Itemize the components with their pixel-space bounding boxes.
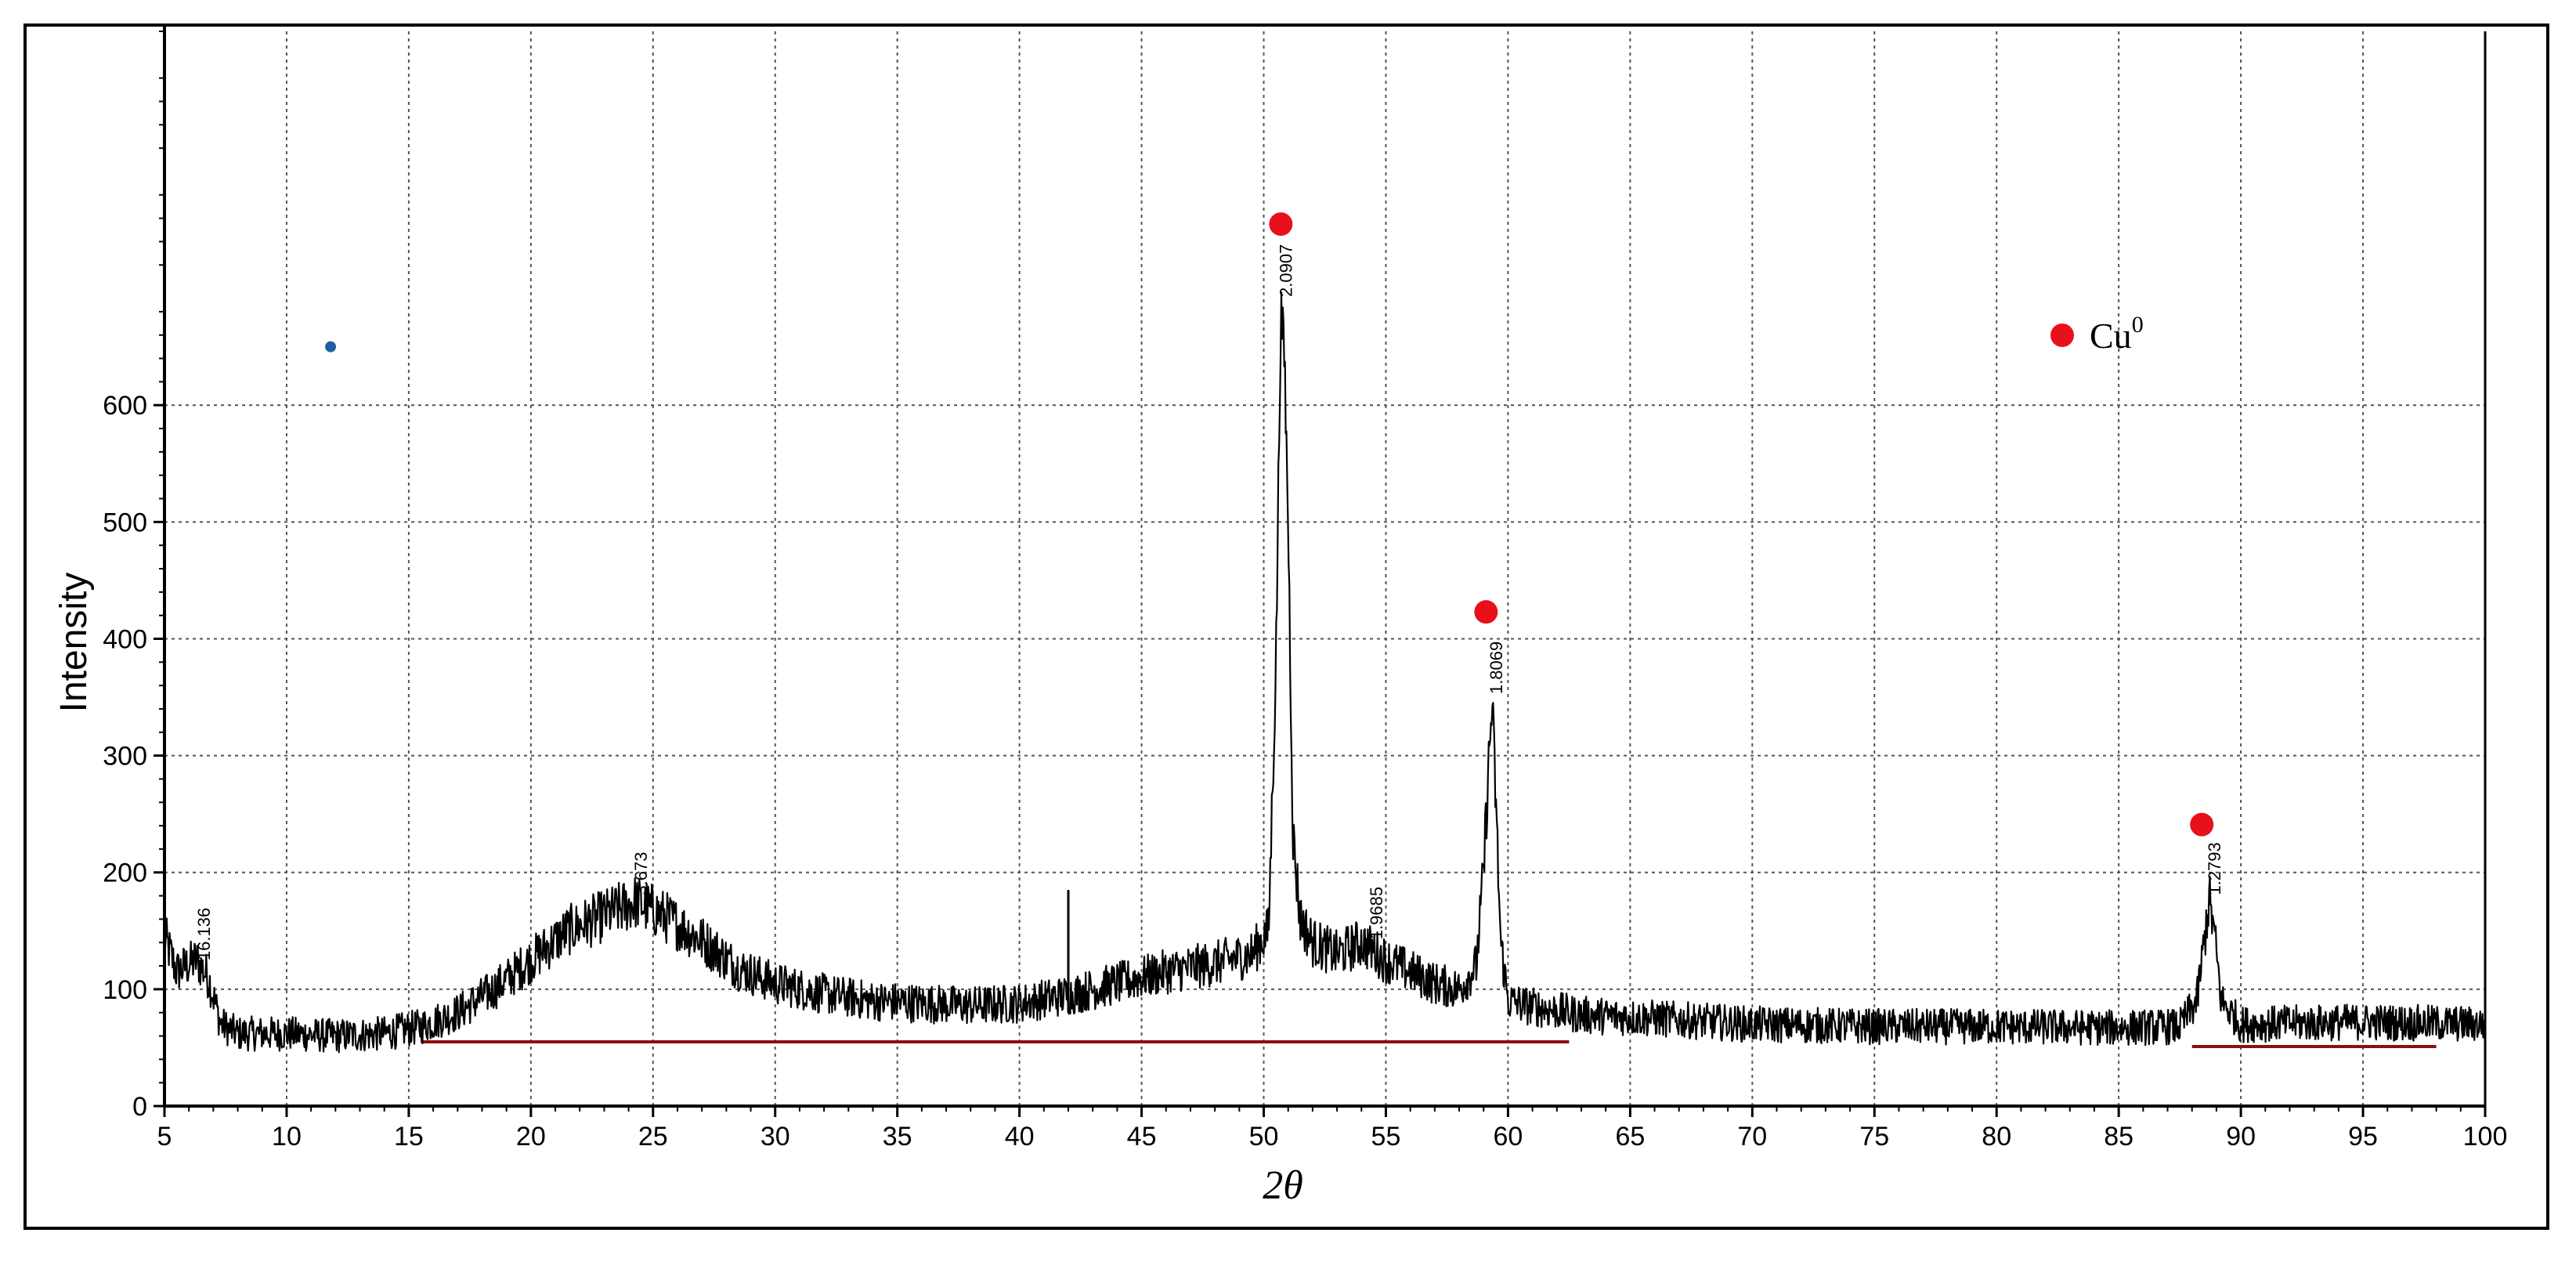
peak-label: 1.9685 bbox=[1367, 887, 1386, 939]
marker-layer bbox=[325, 212, 2214, 837]
y-tick-label: 200 bbox=[103, 859, 147, 888]
x-tick-label: 25 bbox=[638, 1122, 668, 1152]
y-tick-label: 0 bbox=[132, 1092, 147, 1122]
series-layer bbox=[163, 291, 2486, 1054]
x-tick-label: 90 bbox=[2226, 1122, 2256, 1152]
x-tick-label: 20 bbox=[516, 1122, 546, 1152]
x-axis-label: 2θ bbox=[1263, 1163, 1303, 1208]
figure-frame bbox=[23, 24, 2549, 1230]
y-tick-label: 400 bbox=[103, 624, 147, 654]
label-layer: 16.136 3.673 2.0907 1.9685 1.8069 1.2793 bbox=[194, 244, 2224, 960]
x-tick-label: 100 bbox=[2463, 1122, 2508, 1152]
y-tick-label: 300 bbox=[103, 742, 147, 772]
cu-peak-marker bbox=[1474, 600, 1498, 624]
legend-marker bbox=[2050, 324, 2074, 347]
x-tick-label: 85 bbox=[2104, 1122, 2133, 1152]
x-tick-label: 75 bbox=[1859, 1122, 1889, 1152]
y-tick-label: 500 bbox=[103, 508, 147, 537]
x-tick-label: 5 bbox=[157, 1122, 172, 1152]
x-tick-label: 40 bbox=[1005, 1122, 1035, 1152]
stray-dot bbox=[325, 341, 337, 352]
x-tick-label: 95 bbox=[2348, 1122, 2378, 1152]
cu-peak-marker bbox=[1269, 212, 1293, 237]
peak-label: 1.8069 bbox=[1487, 642, 1506, 694]
cu-peak-marker bbox=[2190, 812, 2214, 837]
peak-label: 3.673 bbox=[631, 851, 651, 895]
peak-label: 1.2793 bbox=[2205, 842, 2224, 895]
legend: Cu0 bbox=[2050, 312, 2144, 356]
x-tick-label: 10 bbox=[272, 1122, 302, 1152]
diffraction-series bbox=[163, 291, 2486, 1054]
x-tick-label: 55 bbox=[1371, 1122, 1401, 1152]
x-tick-label: 70 bbox=[1737, 1122, 1767, 1152]
x-tick-label: 45 bbox=[1127, 1122, 1157, 1152]
x-tick-label: 15 bbox=[394, 1122, 424, 1152]
axis-layer: 5 10 15 20 25 30 35 40 45 50 55 60 65 70 75 80 85 90 95 100… bbox=[103, 24, 2507, 1152]
x-tick-label: 60 bbox=[1494, 1122, 1523, 1152]
y-axis-label: Intensity bbox=[53, 573, 95, 713]
y-tick-label: 600 bbox=[103, 391, 147, 421]
x-tick-label: 35 bbox=[883, 1122, 912, 1152]
x-tick-label: 65 bbox=[1615, 1122, 1645, 1152]
x-tick-label: 30 bbox=[761, 1122, 790, 1152]
baseline-layer bbox=[421, 1039, 2437, 1048]
y-tick-label: 100 bbox=[103, 975, 147, 1005]
x-tick-label: 80 bbox=[1982, 1122, 2011, 1152]
legend-label: Cu0 bbox=[2090, 312, 2144, 356]
x-tick-label: 50 bbox=[1249, 1122, 1279, 1152]
peak-label: 16.136 bbox=[194, 908, 214, 960]
peak-label: 2.0907 bbox=[1277, 244, 1296, 297]
